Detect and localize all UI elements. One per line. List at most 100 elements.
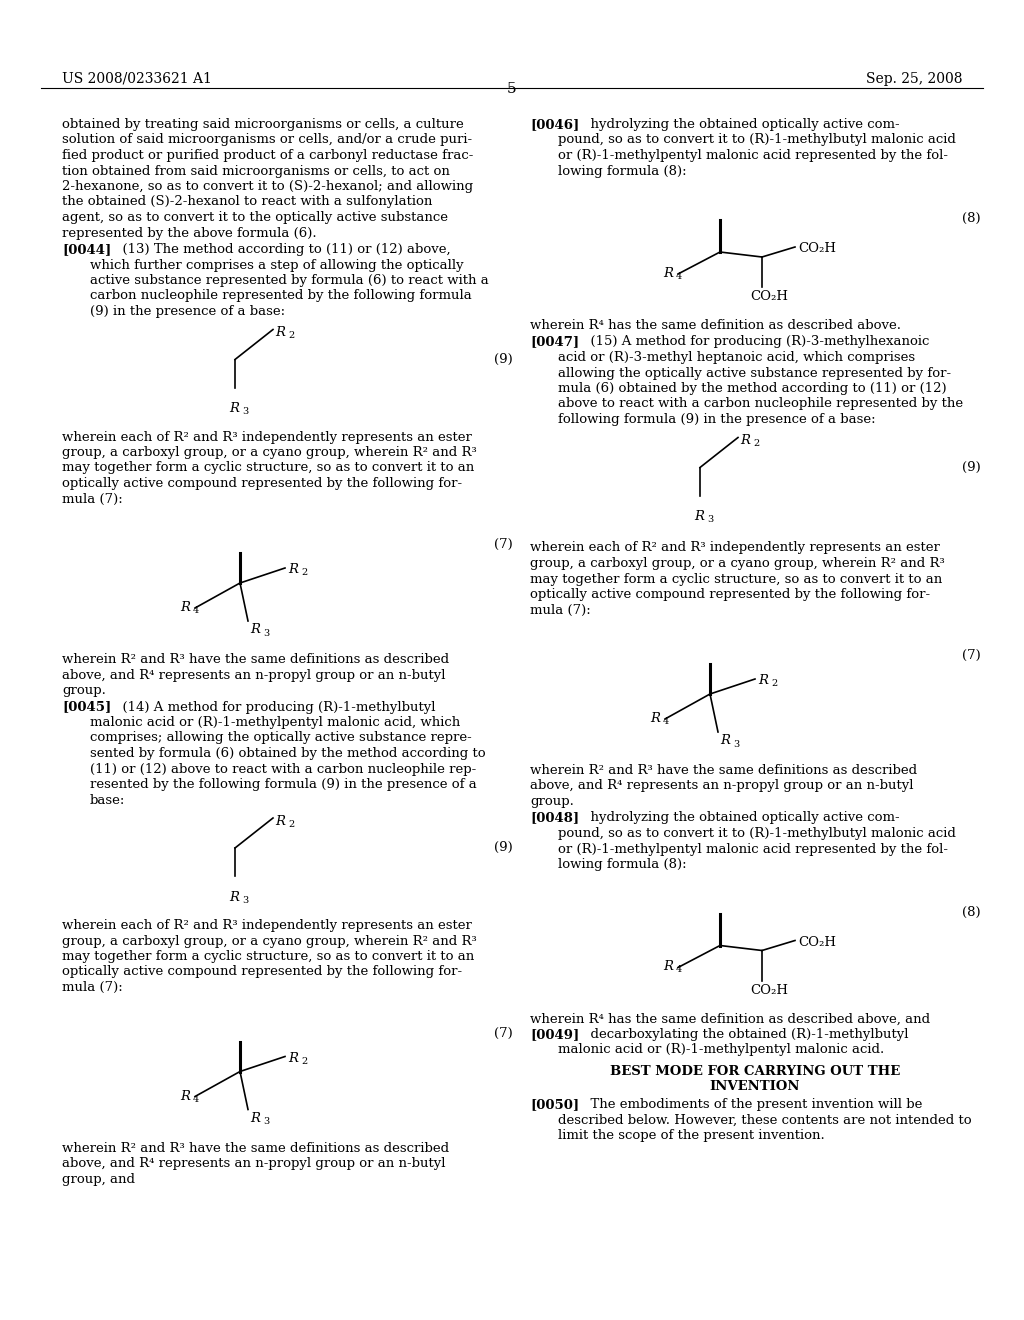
Text: 3: 3 (242, 408, 248, 417)
Text: agent, so as to convert it to the optically active substance: agent, so as to convert it to the optica… (62, 211, 449, 224)
Text: R: R (720, 734, 730, 747)
Text: mula (6) obtained by the method according to (11) or (12): mula (6) obtained by the method accordin… (558, 381, 946, 395)
Text: 3: 3 (707, 516, 714, 524)
Text: 4: 4 (193, 606, 200, 615)
Text: 2-hexanone, so as to convert it to (S)-2-hexanol; and allowing: 2-hexanone, so as to convert it to (S)-2… (62, 180, 473, 193)
Text: carbon nucleophile represented by the following formula: carbon nucleophile represented by the fo… (90, 289, 472, 302)
Text: comprises; allowing the optically active substance repre-: comprises; allowing the optically active… (90, 731, 472, 744)
Text: or (R)-1-methylpentyl malonic acid represented by the fol-: or (R)-1-methylpentyl malonic acid repre… (558, 149, 948, 162)
Text: 2: 2 (753, 440, 759, 449)
Text: hydrolyzing the obtained optically active com-: hydrolyzing the obtained optically activ… (582, 812, 900, 825)
Text: wherein R² and R³ have the same definitions as described: wherein R² and R³ have the same definiti… (62, 1142, 450, 1155)
Text: group, and: group, and (62, 1172, 135, 1185)
Text: R: R (663, 961, 673, 974)
Text: optically active compound represented by the following for-: optically active compound represented by… (62, 477, 462, 490)
Text: (11) or (12) above to react with a carbon nucleophile rep-: (11) or (12) above to react with a carbo… (90, 763, 476, 776)
Text: Sep. 25, 2008: Sep. 25, 2008 (865, 73, 962, 86)
Text: (9) in the presence of a base:: (9) in the presence of a base: (90, 305, 285, 318)
Text: (8): (8) (962, 906, 981, 919)
Text: pound, so as to convert it to (R)-1-methylbutyl malonic acid: pound, so as to convert it to (R)-1-meth… (558, 828, 955, 840)
Text: CO₂H: CO₂H (798, 242, 836, 255)
Text: [0048]: [0048] (530, 812, 580, 825)
Text: (9): (9) (494, 841, 513, 854)
Text: sented by formula (6) obtained by the method according to: sented by formula (6) obtained by the me… (90, 747, 485, 760)
Text: (7): (7) (494, 1027, 513, 1040)
Text: group, a carboxyl group, or a cyano group, wherein R² and R³: group, a carboxyl group, or a cyano grou… (530, 557, 945, 570)
Text: wherein each of R² and R³ independently represents an ester: wherein each of R² and R³ independently … (530, 541, 940, 554)
Text: 3: 3 (263, 1118, 269, 1126)
Text: following formula (9) in the presence of a base:: following formula (9) in the presence of… (558, 413, 876, 426)
Text: above, and R⁴ represents an n-propyl group or an n-butyl: above, and R⁴ represents an n-propyl gro… (62, 668, 445, 681)
Text: R: R (663, 267, 673, 280)
Text: 3: 3 (263, 630, 269, 638)
Text: R: R (250, 623, 260, 636)
Text: (14) A method for producing (R)-1-methylbutyl: (14) A method for producing (R)-1-methyl… (114, 701, 435, 714)
Text: which further comprises a step of allowing the optically: which further comprises a step of allowi… (90, 259, 464, 272)
Text: R: R (740, 434, 750, 447)
Text: may together form a cyclic structure, so as to convert it to an: may together form a cyclic structure, so… (62, 462, 474, 474)
Text: group, a carboxyl group, or a cyano group, wherein R² and R³: group, a carboxyl group, or a cyano grou… (62, 446, 477, 459)
Text: wherein R⁴ has the same definition as described above, and: wherein R⁴ has the same definition as de… (530, 1012, 930, 1026)
Text: (7): (7) (962, 649, 981, 663)
Text: R: R (229, 891, 239, 904)
Text: [0046]: [0046] (530, 117, 580, 131)
Text: 4: 4 (676, 272, 682, 281)
Text: tion obtained from said microorganisms or cells, to act on: tion obtained from said microorganisms o… (62, 165, 450, 177)
Text: (13) The method according to (11) or (12) above,: (13) The method according to (11) or (12… (114, 243, 451, 256)
Text: 2: 2 (301, 568, 307, 577)
Text: group, a carboxyl group, or a cyano group, wherein R² and R³: group, a carboxyl group, or a cyano grou… (62, 935, 477, 948)
Text: or (R)-1-methylpentyl malonic acid represented by the fol-: or (R)-1-methylpentyl malonic acid repre… (558, 842, 948, 855)
Text: CO₂H: CO₂H (798, 936, 836, 949)
Text: lowing formula (8):: lowing formula (8): (558, 858, 687, 871)
Text: R: R (275, 814, 285, 828)
Text: wherein each of R² and R³ independently represents an ester: wherein each of R² and R³ independently … (62, 430, 472, 444)
Text: R: R (288, 1052, 298, 1064)
Text: [0045]: [0045] (62, 701, 112, 714)
Text: R: R (650, 711, 660, 725)
Text: (8): (8) (962, 213, 981, 224)
Text: obtained by treating said microorganisms or cells, a culture: obtained by treating said microorganisms… (62, 117, 464, 131)
Text: CO₂H: CO₂H (750, 983, 788, 997)
Text: limit the scope of the present invention.: limit the scope of the present invention… (558, 1129, 824, 1142)
Text: R: R (250, 1111, 260, 1125)
Text: US 2008/0233621 A1: US 2008/0233621 A1 (62, 73, 212, 86)
Text: [0044]: [0044] (62, 243, 112, 256)
Text: optically active compound represented by the following for-: optically active compound represented by… (62, 965, 462, 978)
Text: CO₂H: CO₂H (750, 290, 788, 304)
Text: above to react with a carbon nucleophile represented by the: above to react with a carbon nucleophile… (558, 397, 964, 411)
Text: 2: 2 (288, 820, 294, 829)
Text: [0050]: [0050] (530, 1098, 580, 1111)
Text: R: R (229, 403, 239, 416)
Text: mula (7):: mula (7): (530, 603, 591, 616)
Text: 2: 2 (301, 1056, 307, 1065)
Text: (9): (9) (962, 461, 981, 474)
Text: 2: 2 (771, 678, 777, 688)
Text: malonic acid or (R)-1-methylpentyl malonic acid.: malonic acid or (R)-1-methylpentyl malon… (558, 1044, 885, 1056)
Text: described below. However, these contents are not intended to: described below. However, these contents… (558, 1114, 972, 1126)
Text: 3: 3 (733, 741, 739, 748)
Text: optically active compound represented by the following for-: optically active compound represented by… (530, 587, 930, 601)
Text: 3: 3 (242, 896, 248, 906)
Text: above, and R⁴ represents an n-propyl group or an n-butyl: above, and R⁴ represents an n-propyl gro… (62, 1158, 445, 1170)
Text: represented by the above formula (6).: represented by the above formula (6). (62, 227, 316, 239)
Text: mula (7):: mula (7): (62, 981, 123, 994)
Text: above, and R⁴ represents an n-propyl group or an n-butyl: above, and R⁴ represents an n-propyl gro… (530, 780, 913, 792)
Text: wherein R² and R³ have the same definitions as described: wherein R² and R³ have the same definiti… (530, 764, 918, 777)
Text: R: R (288, 564, 298, 576)
Text: R: R (275, 326, 285, 339)
Text: [0047]: [0047] (530, 335, 580, 348)
Text: group.: group. (62, 684, 105, 697)
Text: wherein each of R² and R³ independently represents an ester: wherein each of R² and R³ independently … (62, 919, 472, 932)
Text: 4: 4 (193, 1094, 200, 1104)
Text: The embodiments of the present invention will be: The embodiments of the present invention… (582, 1098, 923, 1111)
Text: 4: 4 (676, 965, 682, 974)
Text: (15) A method for producing (R)-3-methylhexanoic: (15) A method for producing (R)-3-methyl… (582, 335, 930, 348)
Text: (9): (9) (494, 352, 513, 366)
Text: 5: 5 (507, 82, 517, 96)
Text: group.: group. (530, 795, 573, 808)
Text: 4: 4 (663, 717, 670, 726)
Text: R: R (180, 601, 190, 614)
Text: acid or (R)-3-methyl heptanoic acid, which comprises: acid or (R)-3-methyl heptanoic acid, whi… (558, 351, 915, 364)
Text: BEST MODE FOR CARRYING OUT THE: BEST MODE FOR CARRYING OUT THE (610, 1065, 900, 1078)
Text: lowing formula (8):: lowing formula (8): (558, 165, 687, 177)
